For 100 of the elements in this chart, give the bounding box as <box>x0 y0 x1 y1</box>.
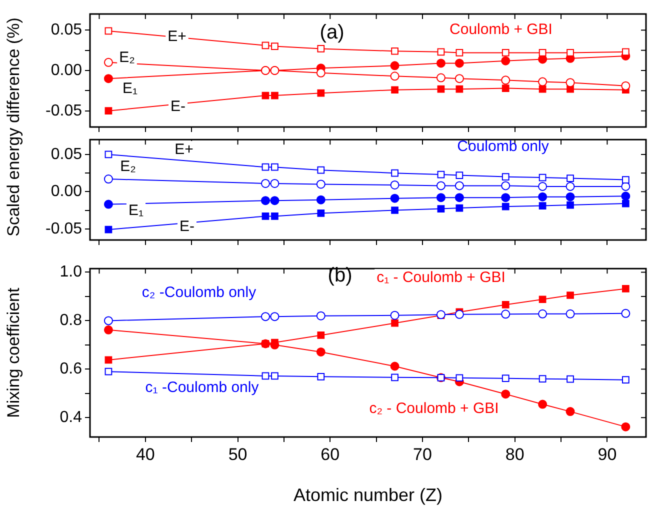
point <box>454 193 464 202</box>
point <box>456 85 464 93</box>
point <box>566 407 575 416</box>
point <box>104 58 113 67</box>
point <box>566 309 575 318</box>
x-tick-label: 90 <box>598 444 617 464</box>
point <box>316 311 326 320</box>
y-tick-label: -0.05 <box>46 220 82 238</box>
series-label: E+ <box>174 141 194 158</box>
point <box>454 58 464 68</box>
series-label: E+ <box>168 28 187 46</box>
series-label: E- <box>170 98 186 116</box>
y-tick-label: 0.8 <box>60 312 82 330</box>
point <box>454 74 464 84</box>
point <box>260 178 270 188</box>
point <box>538 202 546 210</box>
point <box>391 47 398 55</box>
point <box>501 56 510 66</box>
point <box>502 49 510 56</box>
point <box>501 390 510 399</box>
y-tick-label: 0.05 <box>50 22 82 39</box>
point <box>391 86 398 94</box>
point <box>270 196 280 206</box>
x-tick-label: 80 <box>505 444 524 464</box>
point <box>538 77 548 86</box>
point <box>104 368 112 376</box>
point <box>436 58 446 68</box>
point <box>456 49 464 56</box>
point <box>271 92 278 100</box>
point <box>317 45 325 52</box>
y-tick-label: 0.00 <box>50 183 82 200</box>
point <box>391 169 398 177</box>
point <box>456 374 464 382</box>
point <box>316 347 326 356</box>
point <box>260 196 270 206</box>
point <box>262 340 270 348</box>
series-label: E₂ <box>120 158 136 176</box>
point <box>104 325 113 334</box>
point <box>271 372 278 380</box>
point <box>502 301 510 308</box>
point <box>104 27 112 35</box>
y-axis-title: Scaled energy difference (%) <box>4 18 24 236</box>
point <box>456 172 464 179</box>
point <box>454 181 464 190</box>
point <box>437 170 445 178</box>
y-axis-title: Mixing coefficient <box>4 287 23 418</box>
point <box>538 400 548 409</box>
point <box>622 200 630 208</box>
point <box>390 362 400 371</box>
point <box>502 374 510 382</box>
x-axis-title: Atomic number (Z) <box>293 485 443 506</box>
point <box>390 194 400 203</box>
point <box>271 212 278 220</box>
point <box>104 316 113 326</box>
point <box>391 374 398 382</box>
point <box>437 205 445 212</box>
point <box>317 332 325 339</box>
point <box>538 309 548 318</box>
point <box>104 200 113 209</box>
y-tick-label: 0.05 <box>50 146 82 163</box>
point <box>538 192 548 202</box>
point <box>501 76 510 85</box>
point <box>566 201 574 209</box>
point <box>270 312 280 322</box>
y-tick-label: 1.0 <box>60 264 82 281</box>
point <box>538 375 546 383</box>
point <box>262 372 270 380</box>
point <box>436 193 446 202</box>
point <box>271 42 278 50</box>
point <box>566 292 574 299</box>
point <box>317 372 325 380</box>
series-label: E₁ <box>128 202 144 220</box>
point <box>566 174 574 182</box>
point <box>437 85 445 93</box>
series-label: E₁ <box>122 80 138 98</box>
point <box>436 73 446 82</box>
y-tick-label: 0.00 <box>50 62 82 79</box>
y-tick-label: 0.6 <box>60 360 82 378</box>
point <box>104 74 113 84</box>
point <box>502 84 510 92</box>
point <box>501 310 510 319</box>
series-label: c₂ -Coulomb only <box>142 284 257 302</box>
point <box>538 296 546 304</box>
point <box>390 180 400 190</box>
x-tick-label: 70 <box>413 444 432 464</box>
point <box>262 42 270 50</box>
point <box>502 173 510 180</box>
annotation: Coulomb + GBI <box>450 21 552 38</box>
point <box>538 182 548 191</box>
point <box>316 195 326 204</box>
point <box>621 422 630 432</box>
point <box>621 308 630 318</box>
point <box>436 181 446 190</box>
point <box>566 182 575 191</box>
series-label: E₂ <box>119 49 136 66</box>
point <box>271 163 278 171</box>
point <box>262 92 270 100</box>
y-tick-label: -0.05 <box>46 102 82 120</box>
point <box>104 226 112 234</box>
point <box>538 174 546 182</box>
